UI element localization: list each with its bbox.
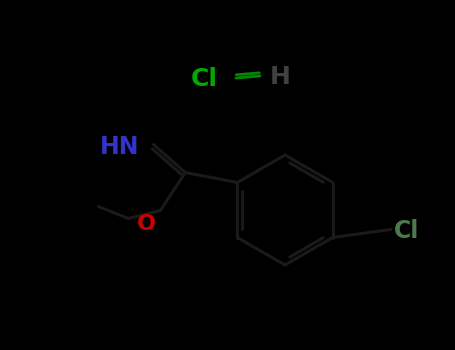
Text: Cl: Cl <box>191 67 218 91</box>
Text: HN: HN <box>100 135 139 160</box>
Text: O: O <box>137 215 157 234</box>
Text: Cl: Cl <box>394 218 419 243</box>
Text: H: H <box>270 65 291 89</box>
